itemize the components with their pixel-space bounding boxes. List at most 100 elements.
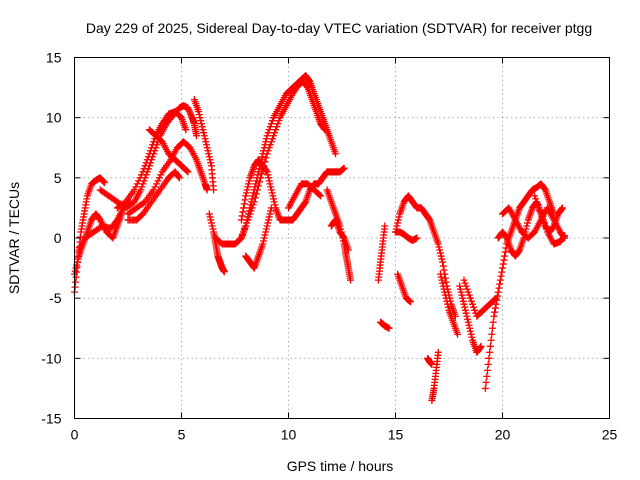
data-point-marker [138, 171, 146, 179]
data-point-marker [185, 107, 193, 115]
data-point-marker [146, 147, 154, 155]
data-point-marker [262, 154, 270, 162]
data-point-marker [538, 213, 546, 221]
data-point-marker [265, 126, 273, 134]
data-point-marker [534, 201, 542, 209]
data-point-marker [186, 109, 194, 117]
data-point-marker [200, 132, 208, 140]
data-point-marker [467, 330, 475, 338]
data-point-marker [317, 192, 325, 200]
data-point-marker [381, 222, 389, 230]
data-point-marker [243, 186, 251, 194]
data-point-marker [267, 183, 275, 191]
data-point-marker [440, 285, 448, 293]
data-point-marker [489, 318, 497, 326]
data-point-marker [267, 120, 275, 128]
series-arc-03 [75, 198, 134, 254]
data-point-marker [203, 144, 211, 152]
data-point-marker [236, 235, 244, 243]
data-point-marker [271, 201, 279, 209]
data-point-marker [487, 336, 495, 344]
data-point-marker [207, 159, 215, 167]
data-point-marker [522, 225, 530, 233]
data-point-marker [241, 196, 249, 204]
data-point-marker [237, 216, 245, 224]
data-point-marker [441, 274, 449, 282]
data-point-marker [442, 278, 450, 286]
data-point-marker [531, 192, 539, 200]
data-point-marker [435, 243, 443, 251]
data-point-marker [253, 186, 261, 194]
data-point-marker [482, 378, 490, 386]
series-arc-14 [242, 204, 275, 272]
series-arc-05 [113, 108, 190, 212]
data-point-marker [456, 282, 464, 290]
chart-title: Day 229 of 2025, Sidereal Day-to-day VTE… [86, 20, 592, 36]
data-point-marker [244, 183, 252, 191]
data-point-marker [463, 285, 471, 293]
data-point-marker [496, 280, 504, 288]
data-point-marker [464, 288, 472, 296]
data-point-marker [535, 204, 543, 212]
y-tick-label: 0 [54, 230, 62, 246]
data-point-marker [558, 204, 566, 212]
y-tick-label: -10 [41, 350, 61, 366]
data-point-marker [196, 114, 204, 122]
data-point-marker [263, 168, 271, 176]
data-point-marker [459, 294, 467, 302]
data-point-marker [265, 177, 273, 185]
data-point-marker [344, 246, 352, 254]
data-point-marker [466, 327, 474, 335]
series-arc-28 [481, 180, 558, 392]
data-point-marker [321, 126, 329, 134]
data-point-marker [261, 231, 269, 239]
data-point-marker [413, 234, 421, 242]
data-point-marker [184, 104, 192, 112]
data-point-marker [438, 276, 446, 284]
data-point-marker [501, 248, 509, 256]
data-point-marker [495, 284, 503, 292]
data-point-marker [264, 147, 272, 155]
data-point-marker [245, 177, 253, 185]
data-point-marker [494, 288, 502, 296]
data-point-marker [467, 297, 475, 305]
data-point-marker [260, 234, 268, 242]
data-point-marker [494, 292, 502, 300]
data-point-marker [130, 186, 138, 194]
data-point-marker [202, 138, 210, 146]
data-point-marker [465, 321, 473, 329]
data-point-marker [263, 222, 271, 230]
data-point-marker [206, 213, 214, 221]
data-point-marker [316, 191, 324, 199]
data-point-marker [461, 279, 469, 287]
data-point-marker [425, 215, 433, 223]
data-point-marker [259, 240, 267, 248]
y-tick-label: 10 [46, 110, 62, 126]
data-point-marker [485, 354, 493, 362]
data-point-marker [265, 213, 273, 221]
data-point-marker [258, 170, 266, 178]
data-point-marker [247, 207, 255, 215]
data-point-marker [436, 270, 444, 278]
data-point-marker [267, 204, 275, 212]
data-point-marker [476, 343, 484, 351]
data-point-marker [157, 171, 165, 179]
data-point-marker [496, 276, 504, 284]
data-point-marker [471, 306, 479, 314]
data-point-marker [135, 177, 143, 185]
series-arc-15 [285, 180, 325, 212]
data-point-marker [268, 135, 276, 143]
data-point-marker [272, 126, 280, 134]
data-point-marker [273, 123, 281, 131]
series-arc-04 [96, 102, 200, 212]
data-point-marker [263, 132, 271, 140]
data-point-marker [267, 138, 275, 146]
data-point-marker [271, 129, 279, 137]
data-point-marker [197, 120, 205, 128]
data-point-marker [442, 294, 450, 302]
data-point-marker [439, 262, 447, 270]
data-point-marker [192, 132, 200, 140]
data-point-marker [436, 249, 444, 257]
data-point-marker [187, 110, 195, 118]
series-arc-08 [145, 126, 192, 176]
